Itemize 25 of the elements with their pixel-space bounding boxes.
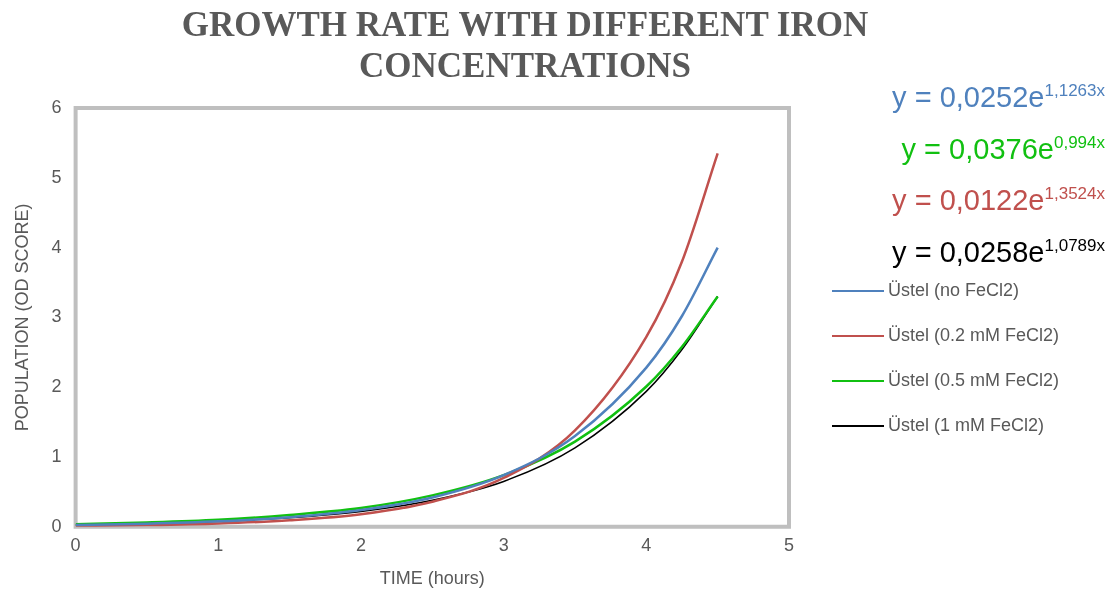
x-tick-label: 2: [355, 534, 366, 555]
text: y = 0,0258e$^{1,0789x}$: [891, 234, 1105, 270]
y-axis-title: POPULATION (OD SCORE): [11, 203, 32, 432]
text: y = 0,0122e$^{1,3524x}$: [891, 182, 1105, 218]
x-tick-label: 3: [498, 534, 509, 555]
legend-label: Üstel (0.2 mM FeCl2): [888, 325, 1060, 346]
legend-label: Üstel (1 mM FeCl2): [888, 415, 1045, 436]
x-tick-label: 1: [213, 534, 224, 555]
text: y = 0,0252e$^{1,1263x}$: [891, 79, 1105, 115]
y-tick-label: 5: [51, 166, 62, 187]
x-axis-title: TIME (hours): [379, 568, 485, 589]
chart-title: GROWTH RATE WITH DIFFERENT IRON CONCENTRATIONS: [181, 5, 869, 85]
y-tick-label: 0: [51, 515, 62, 536]
y-tick-label: 4: [51, 236, 62, 257]
text: y = 0,0376e$^{0,994x}$: [900, 131, 1105, 167]
y-tick-label: 2: [51, 376, 62, 397]
y-tick-label: 3: [51, 306, 62, 327]
x-tick-label: 0: [70, 534, 81, 555]
x-tick-label: 5: [783, 534, 795, 555]
legend-label: Üstel (no FeCl2): [888, 280, 1020, 301]
legend-label: Üstel (0.5 mM FeCl2): [888, 370, 1060, 391]
y-tick-label: 1: [51, 445, 62, 466]
y-tick-label: 6: [51, 96, 62, 117]
x-tick-label: 4: [641, 534, 652, 555]
line-series: [75, 246, 719, 527]
